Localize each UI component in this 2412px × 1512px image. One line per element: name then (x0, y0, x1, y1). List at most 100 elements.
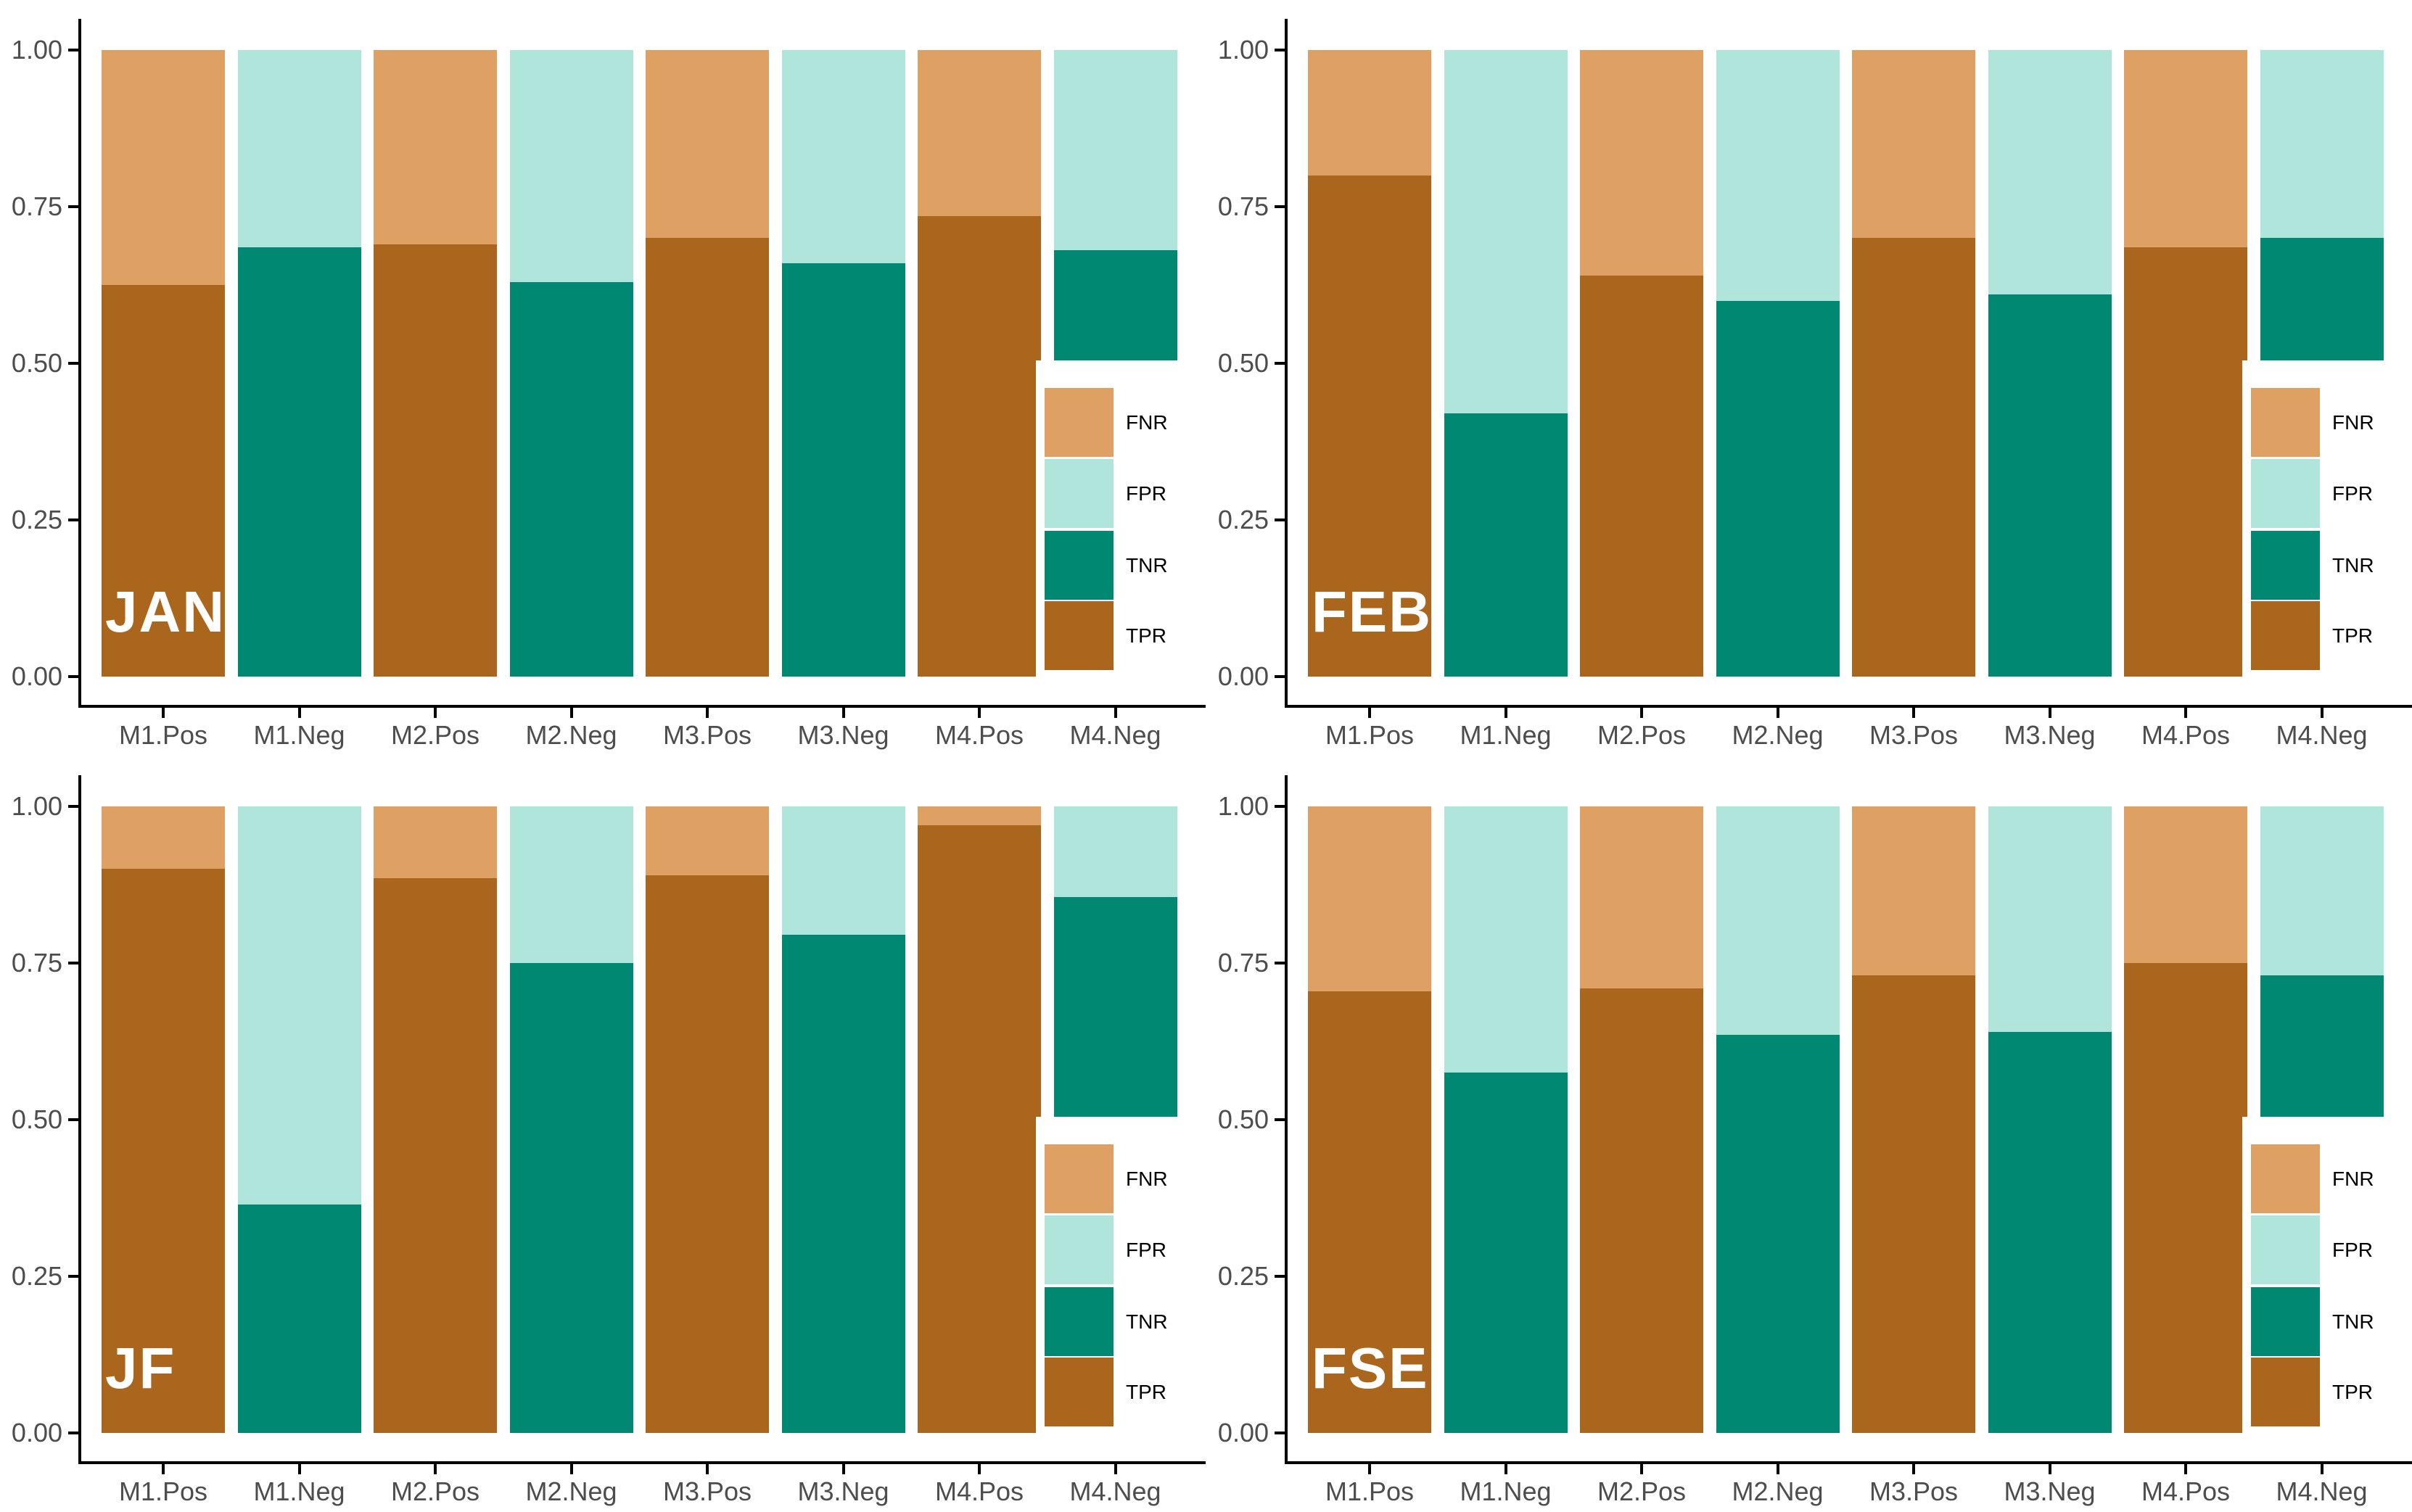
bar-segment-tpr (1852, 975, 1975, 1433)
bar-segment-tpr (1852, 238, 1975, 677)
legend-key-fnr (1045, 1144, 1114, 1213)
x-tick-label: M1.Neg (253, 1476, 345, 1506)
bar-segment-tpr (2124, 963, 2247, 1433)
bar-segment-tpr (918, 825, 1041, 1433)
legend-key-fpr (1045, 1215, 1114, 1284)
bar-segment-tpr (2124, 247, 2247, 677)
legend-label: TNR (2332, 1310, 2374, 1333)
legend-key-tnr (2251, 1287, 2320, 1356)
legend-key-fnr (2251, 388, 2320, 457)
chart-panel: FEB 1.00 0.75 0.50 0.25 0.00 M1.Pos M1.Neg M2.P… (1206, 0, 2412, 756)
x-tick-label: M1.Neg (1460, 720, 1552, 750)
legend: FNR FPR TNR TPR (1036, 360, 1206, 688)
y-tick-label: 1.00 (11, 791, 62, 821)
bar-segment-tpr (1308, 991, 1431, 1433)
bar-segment-tnr (781, 935, 905, 1433)
x-tick-label: M3.Neg (2004, 720, 2096, 750)
chart-panel: JAN 1.00 0.75 0.50 0.25 0.00 M1.Pos M1.Neg M2.P… (0, 0, 1206, 756)
y-axis-line (78, 19, 81, 708)
bar-segment-tnr (1988, 1032, 2112, 1433)
x-axis-tick (434, 708, 437, 718)
bar-segment-fnr (646, 50, 769, 239)
bar-segment-tpr (646, 238, 769, 677)
bar-segment-fpr (237, 50, 361, 248)
y-axis-tick (1275, 1118, 1285, 1121)
y-tick-label: 1.00 (11, 35, 62, 65)
bar-segment-fpr (1716, 806, 1840, 1036)
x-axis-tick (1114, 1464, 1117, 1474)
x-axis-tick (434, 1464, 437, 1474)
y-axis-tick (1275, 519, 1285, 521)
bar-segment-tpr (374, 878, 497, 1433)
chart-panel: FSE 1.00 0.75 0.50 0.25 0.00 M1.Pos M1.Neg M2.P… (1206, 756, 2412, 1512)
y-axis-line (1285, 775, 1288, 1464)
legend-label: TPR (2332, 624, 2373, 647)
x-axis-tick (978, 1464, 981, 1474)
bar-segment-tpr (918, 215, 1041, 677)
x-tick-label: M3.Pos (662, 720, 752, 750)
panel-label: FEB (1312, 579, 1432, 644)
y-tick-label: 0.25 (1217, 505, 1269, 534)
x-axis-tick (2320, 1464, 2323, 1474)
x-axis-tick (1776, 708, 1779, 718)
bar-segment-tnr (1716, 1035, 1840, 1433)
x-tick-label: M2.Pos (390, 1476, 480, 1506)
bar-segment-tnr (237, 247, 361, 677)
bar-segment-tnr (509, 281, 633, 677)
x-axis-line (78, 1461, 1206, 1464)
bar-segment-fnr (2124, 50, 2247, 248)
bar-segment-fnr (1308, 806, 1431, 991)
legend-key-tpr (2251, 601, 2320, 670)
y-tick-label: 0.75 (11, 191, 62, 221)
x-axis-tick (1368, 708, 1371, 718)
legend-label: TNR (1126, 554, 1168, 577)
x-tick-label: M3.Neg (2004, 1476, 2096, 1506)
y-tick-label: 0.50 (1217, 348, 1269, 378)
y-tick-label: 1.00 (1217, 35, 1269, 65)
legend-label: TPR (1126, 624, 1166, 647)
x-axis-line (1285, 1461, 2412, 1464)
panel-label: FSE (1312, 1336, 1429, 1400)
bar-segment-fnr (374, 806, 497, 879)
y-axis-tick (1275, 1275, 1285, 1278)
bar-segment-fpr (1053, 806, 1177, 898)
bar-segment-fnr (1580, 50, 1703, 276)
x-axis-tick (569, 708, 573, 718)
bar-segment-tpr (1580, 988, 1703, 1433)
bar-segment-fpr (1444, 806, 1568, 1073)
legend-key-tpr (1045, 1358, 1114, 1426)
x-tick-label: M4.Neg (2276, 1476, 2368, 1506)
x-axis-tick (297, 1464, 301, 1474)
bar-segment-fpr (509, 50, 633, 282)
y-tick-label: 1.00 (1217, 791, 1269, 821)
legend: FNR FPR TNR TPR (1036, 1117, 1206, 1445)
y-axis-tick (1275, 805, 1285, 808)
x-tick-label: M3.Pos (1869, 1476, 1959, 1506)
x-tick-label: M1.Pos (1325, 1476, 1415, 1506)
bar-segment-fpr (1988, 806, 2112, 1033)
legend-label: TNR (2332, 554, 2374, 577)
x-axis-tick (1368, 1464, 1371, 1474)
bar-segment-tnr (1444, 1073, 1568, 1433)
x-axis-tick (1504, 708, 1507, 718)
y-tick-label: 0.00 (1217, 1418, 1269, 1447)
y-tick-label: 0.25 (11, 505, 62, 534)
x-tick-label: M1.Pos (118, 720, 208, 750)
y-axis-tick (1275, 362, 1285, 365)
y-axis-tick (68, 962, 78, 964)
bar-segment-fnr (1852, 50, 1975, 239)
x-tick-label: M2.Neg (1732, 720, 1824, 750)
bar-segment-tnr (1716, 300, 1840, 677)
legend-key-tnr (2251, 531, 2320, 600)
x-axis-tick (2048, 708, 2051, 718)
y-axis-tick (68, 1118, 78, 1121)
x-tick-label: M2.Pos (1597, 720, 1687, 750)
legend-label: TPR (1126, 1381, 1166, 1403)
legend-key-tnr (1045, 531, 1114, 600)
x-tick-label: M1.Neg (1460, 1476, 1552, 1506)
y-axis-tick (68, 205, 78, 208)
x-axis-tick (1504, 1464, 1507, 1474)
legend-key-fpr (2251, 1215, 2320, 1284)
x-axis-tick (978, 708, 981, 718)
x-tick-label: M3.Neg (797, 1476, 889, 1506)
